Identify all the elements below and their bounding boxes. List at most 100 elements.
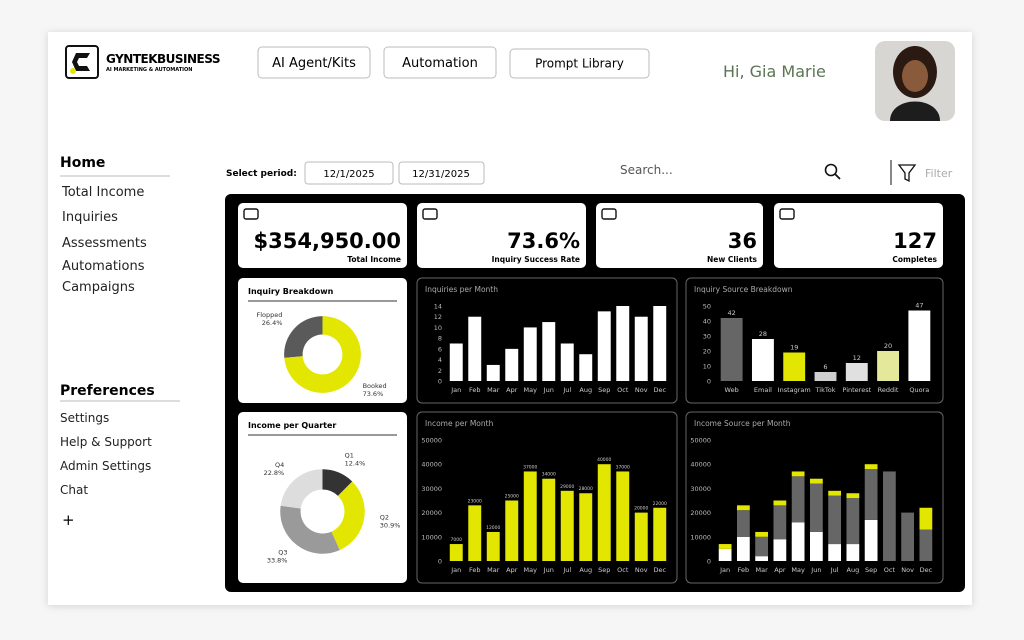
x-tick-label: Jun <box>543 566 554 574</box>
bar-segment <box>809 478 823 484</box>
y-tick-label: 0 <box>438 378 442 386</box>
x-tick-label: Aug <box>847 566 860 574</box>
x-tick-label: Nov <box>901 566 914 574</box>
x-tick-label: Aug <box>579 386 592 394</box>
sidebar-link[interactable]: Total Income <box>61 185 144 200</box>
bar <box>653 306 667 381</box>
bar <box>449 544 463 561</box>
x-tick-label: Oct <box>884 566 896 574</box>
sidebar-link[interactable]: Help & Support <box>60 435 152 449</box>
bar-segment <box>846 493 860 499</box>
sidebar-heading: Home <box>60 155 105 171</box>
slice-label: Q3 <box>278 548 287 556</box>
x-tick-label: Quora <box>909 386 929 394</box>
slice-label: Q4 <box>275 461 284 469</box>
x-tick-label: Dec <box>920 566 933 574</box>
nav-button[interactable] <box>509 48 650 79</box>
x-tick-label: Jul <box>830 566 839 574</box>
bar <box>523 327 537 381</box>
slice-label: Q1 <box>345 451 354 459</box>
value-label: 22000 <box>653 501 667 507</box>
y-tick-label: 20000 <box>421 509 442 517</box>
date-input[interactable] <box>304 161 394 185</box>
filter-button[interactable]: Filter <box>925 167 953 180</box>
sidebar-link[interactable]: Settings <box>60 411 109 425</box>
value-label: 37000 <box>616 464 630 470</box>
x-tick-label: Jan <box>450 566 461 574</box>
nav-label[interactable]: AI Agent/Kits <box>272 56 356 71</box>
kpi-card <box>417 203 586 268</box>
x-tick-label: Sep <box>865 566 877 574</box>
y-tick-label: 10 <box>703 363 711 371</box>
sidebar-link[interactable]: Automations <box>62 259 145 274</box>
bar-segment <box>791 476 805 523</box>
sidebar-link[interactable]: Assessments <box>62 236 147 251</box>
sidebar-link[interactable]: Admin Settings <box>60 459 151 473</box>
x-tick-label: Apr <box>774 566 786 574</box>
bar-segment <box>882 471 896 561</box>
brand: GYNTEKBUSINESS <box>106 52 220 66</box>
slice-value: 12.4% <box>345 459 366 467</box>
x-tick-label: Aug <box>579 566 592 574</box>
x-tick-label: Nov <box>635 386 648 394</box>
x-tick-label: Jan <box>450 386 461 394</box>
kpi-value: 73.6% <box>507 229 580 253</box>
y-tick-label: 8 <box>438 335 442 343</box>
x-tick-label: Pinterest <box>842 386 871 394</box>
x-tick-label: Feb <box>738 566 750 574</box>
value-label: 6 <box>823 363 827 371</box>
nav-label[interactable]: Prompt Library <box>535 57 624 71</box>
nav-button[interactable] <box>383 46 497 79</box>
value-label: 20000 <box>634 506 648 512</box>
pie-slice <box>284 316 361 393</box>
x-tick-label: Dec <box>653 386 666 394</box>
bar-segment <box>736 536 750 561</box>
nav-button[interactable] <box>257 46 371 79</box>
date-input[interactable] <box>398 161 485 185</box>
bar-segment <box>755 556 769 561</box>
value-label: 7000 <box>451 537 463 543</box>
add-button[interactable]: + <box>62 511 75 529</box>
x-tick-label: Mar <box>755 566 768 574</box>
bar-segment <box>718 548 732 561</box>
x-tick-label: Feb <box>469 386 481 394</box>
bar-segment <box>864 519 878 561</box>
y-tick-label: 50 <box>703 303 711 311</box>
chart-title: Inquiry Source Breakdown <box>694 285 793 294</box>
y-tick-label: 40 <box>703 318 711 326</box>
y-tick-label: 30 <box>703 333 711 341</box>
y-tick-label: 0 <box>707 558 711 566</box>
x-tick-label: Jun <box>810 566 821 574</box>
start-date[interactable]: 12/1/2025 <box>323 169 374 180</box>
sidebar-link[interactable]: Inquiries <box>62 210 118 225</box>
sidebar-link[interactable]: Campaigns <box>62 280 135 295</box>
kpi-value: 36 <box>728 229 757 253</box>
filter-icon[interactable] <box>897 164 917 183</box>
greeting: Hi, Gia Marie <box>723 62 826 81</box>
y-tick-label: 10000 <box>690 533 711 541</box>
bar-segment <box>846 544 860 561</box>
nav-label[interactable]: Automation <box>402 56 478 71</box>
x-tick-label: Dec <box>653 566 666 574</box>
value-label: 28 <box>759 330 767 338</box>
avatar-body <box>890 101 940 121</box>
x-tick-label: Mar <box>487 386 500 394</box>
value-label: 42 <box>728 309 736 317</box>
end-date[interactable]: 12/31/2025 <box>412 169 470 180</box>
x-tick-label: Apr <box>506 566 518 574</box>
bar-segment <box>901 512 915 561</box>
bar <box>560 490 574 561</box>
search-input[interactable]: Search... <box>620 163 673 177</box>
value-label: 28000 <box>579 486 593 492</box>
bar <box>783 352 806 381</box>
value-label: 47 <box>915 302 923 310</box>
bar-segment <box>846 498 860 545</box>
sidebar-link[interactable]: Chat <box>60 483 88 497</box>
kpi-label: Completes <box>892 255 937 264</box>
search-icon[interactable] <box>824 163 841 180</box>
bar <box>468 316 482 381</box>
chart-title: Income per Quarter <box>248 421 336 430</box>
bar <box>468 505 482 561</box>
slice-value: 73.6% <box>363 390 384 398</box>
